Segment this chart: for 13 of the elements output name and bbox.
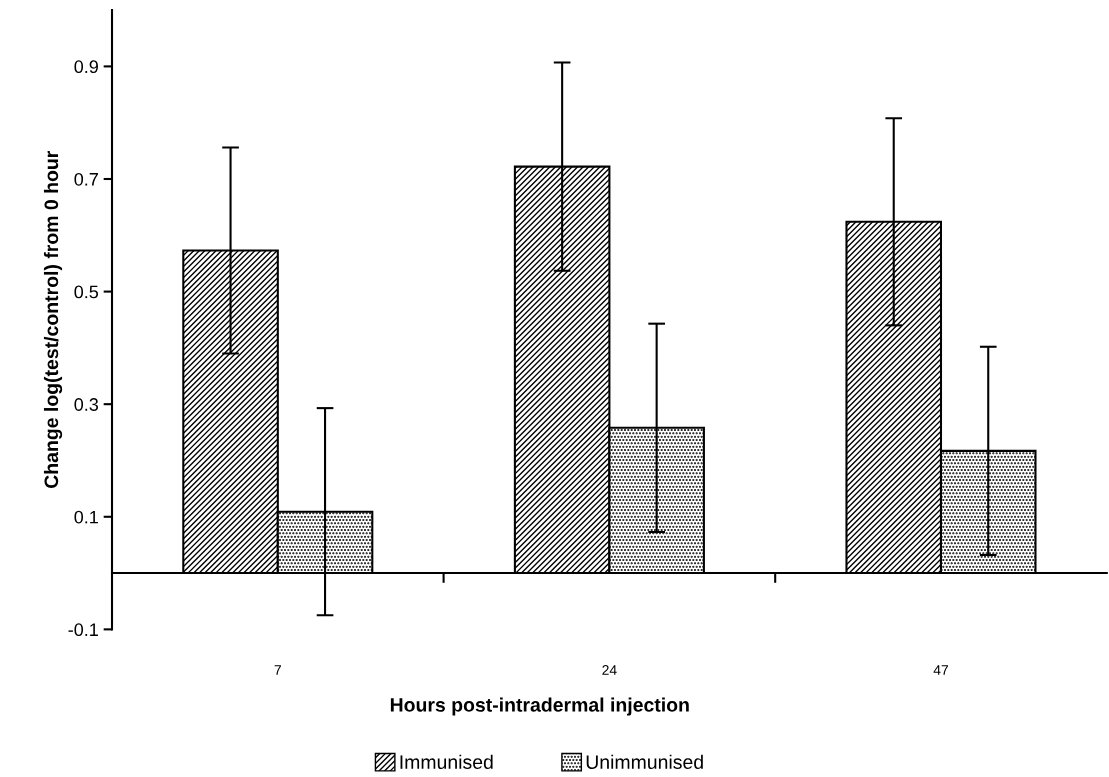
y-tick-label: 0.3 — [74, 398, 99, 411]
y-tick-label: 0.9 — [74, 60, 98, 74]
x-axis-title: Hours post-intradermal injection — [390, 697, 689, 716]
y-tick-label: 0.7 — [74, 172, 98, 186]
x-tick-label: 24 — [602, 665, 617, 675]
y-tick-label: 0.1 — [74, 510, 98, 524]
y-axis-title: Change log(test/control) from 0 hour — [43, 150, 63, 488]
x-tick-label: 7 — [274, 665, 281, 675]
legend-label: Immunised — [400, 754, 493, 769]
x-tick-label: 47 — [933, 665, 949, 675]
y-tick-label: 0.5 — [74, 285, 99, 299]
legend-label: Unimmunised — [586, 754, 703, 769]
y-tick-label: -0.1 — [68, 623, 98, 637]
